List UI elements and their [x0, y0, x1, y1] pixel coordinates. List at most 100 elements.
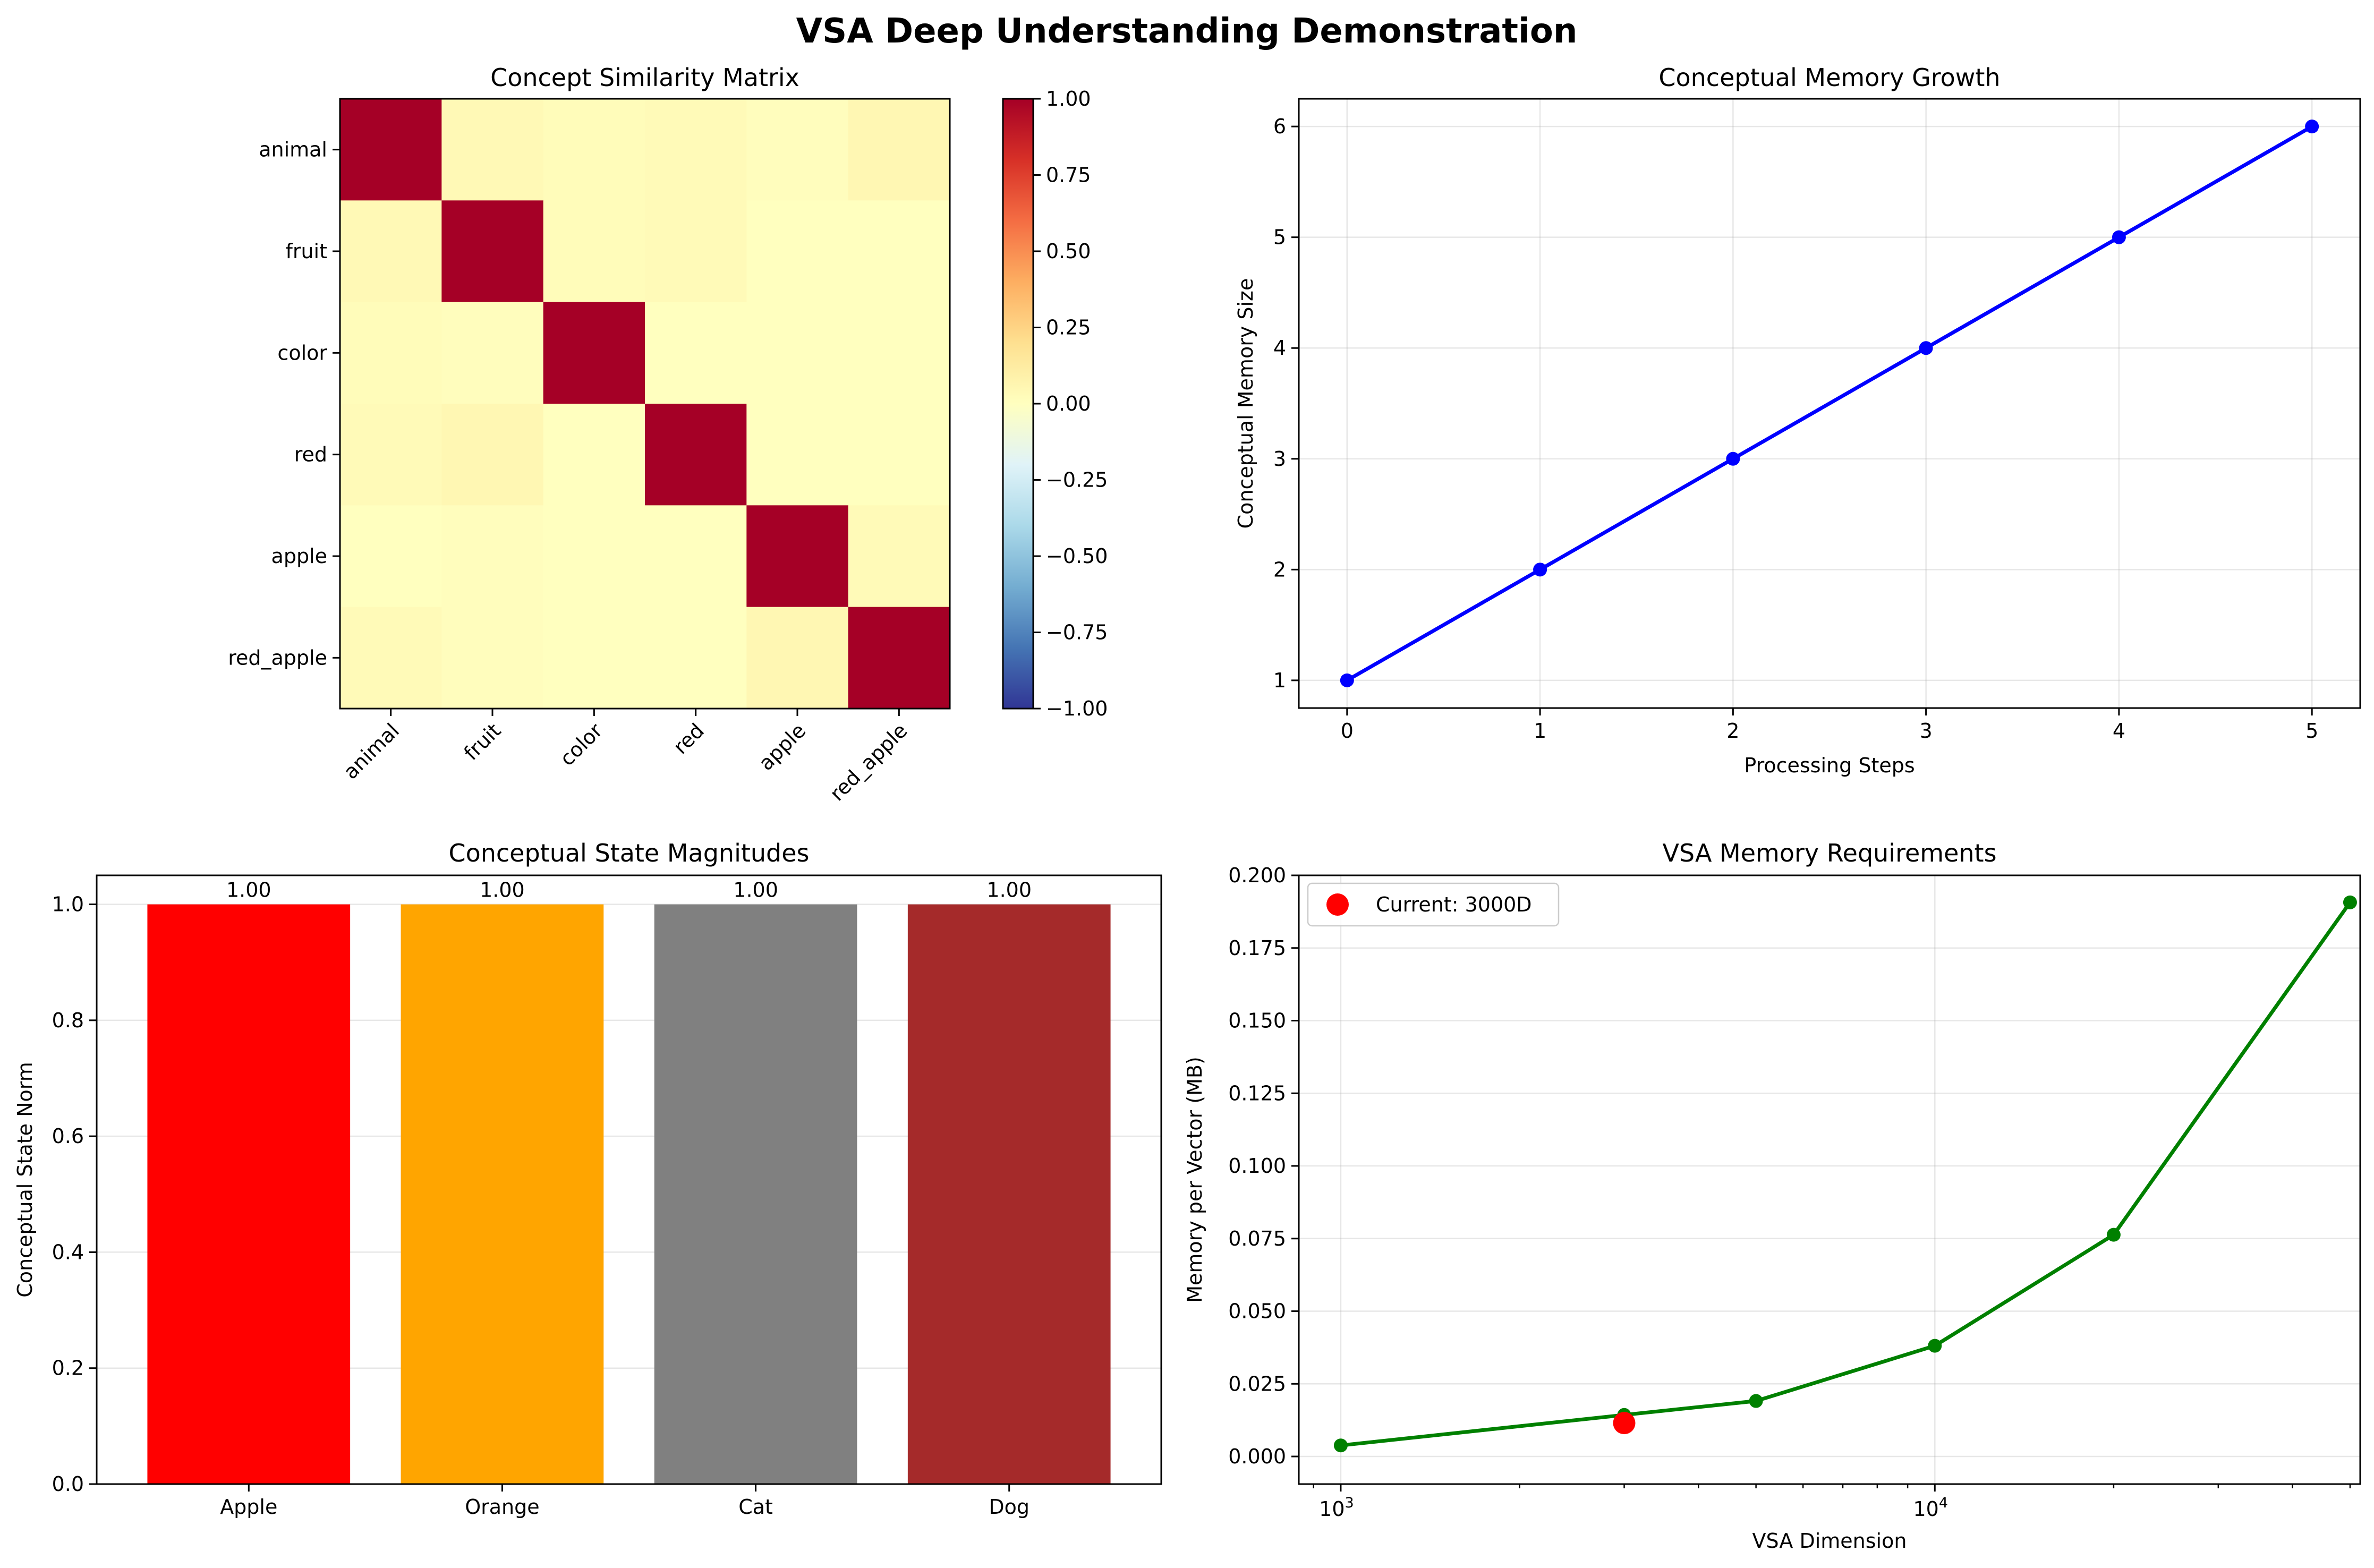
x-tick-label: Orange	[465, 1495, 539, 1519]
colorbar-tick-label: 0.00	[1046, 392, 1091, 415]
heatmap-cell	[645, 404, 747, 506]
plot-frame	[339, 98, 951, 710]
heatmap-cell	[848, 505, 950, 608]
heatmap-cell	[543, 99, 645, 201]
y-tick-label: 0.4	[52, 1240, 84, 1264]
x-tick-label: 0	[1341, 719, 1354, 743]
x-tick-label: 103	[1319, 1495, 1354, 1521]
y-tick-label: 3	[1273, 447, 1286, 471]
x-tick-label: 104	[1913, 1495, 1948, 1521]
heatmap-cell	[848, 302, 950, 404]
x-tick-label: apple	[754, 719, 811, 775]
heatmap-cell	[340, 404, 442, 506]
y-axis-label: Conceptual State Norm	[13, 1062, 37, 1297]
y-axis-label: Conceptual Memory Size	[1234, 278, 1257, 529]
heatmap-cell	[340, 302, 442, 404]
heatmap-cell	[848, 99, 950, 201]
chart-title: Concept Similarity Matrix	[490, 63, 799, 92]
x-tick-label: animal	[339, 719, 404, 783]
x-tick-label: Dog	[989, 1495, 1029, 1519]
y-tick-label: 0.8	[52, 1009, 84, 1032]
y-tick-label: 0.200	[1228, 864, 1286, 887]
y-tick-label: apple	[271, 544, 327, 568]
plot-frame	[1298, 874, 2361, 1485]
heatmap-cell	[441, 302, 544, 404]
y-tick-label: 4	[1273, 336, 1286, 360]
x-tick-label: 3	[1920, 719, 1933, 743]
y-tick-label: red_apple	[228, 646, 327, 669]
state-magnitudes-panel: Conceptual State Magnitudes1.00Apple1.00…	[13, 839, 1162, 1519]
heatmap-cell	[340, 99, 442, 201]
heatmap-cell	[441, 99, 544, 201]
heatmap-cell	[645, 607, 747, 709]
x-tick-label: 4	[2113, 719, 2125, 743]
colorbar-tick-label: −0.25	[1046, 468, 1108, 492]
y-tick-label: 0.125	[1228, 1081, 1286, 1105]
data-point	[2343, 895, 2357, 909]
y-tick-label: 0.050	[1228, 1300, 1286, 1323]
colorbar-tick-label: −0.75	[1046, 621, 1108, 644]
y-tick-label: fruit	[285, 240, 327, 263]
data-label: 1.00	[986, 879, 1032, 902]
data-point	[1928, 1339, 1942, 1353]
data-point	[1333, 1438, 1348, 1453]
y-tick-label: 0.000	[1228, 1445, 1286, 1468]
data-point	[1919, 341, 1933, 355]
x-tick-label: fruit	[460, 719, 506, 765]
x-axis-label: VSA Dimension	[1752, 1529, 1907, 1553]
y-tick-label: 2	[1273, 558, 1286, 581]
series-line	[1346, 125, 2313, 682]
y-tick-label: 1.0	[52, 893, 84, 916]
bar	[147, 904, 351, 1484]
heatmap-cell	[746, 99, 849, 201]
series-line	[1340, 901, 2352, 1447]
y-tick-label: 0.6	[52, 1124, 84, 1148]
y-tick-label: red	[294, 443, 327, 466]
y-tick-label: 0.025	[1228, 1372, 1286, 1395]
highlight-point	[1613, 1412, 1636, 1435]
heatmap-cell	[746, 200, 849, 303]
memory-growth-panel: Conceptual Memory Growth 0 1 2 3 4 5 1 2 3 4 5 6 Proc…	[1234, 63, 2361, 777]
x-tick-label: Apple	[220, 1495, 277, 1519]
heatmap-cell	[441, 404, 544, 506]
x-tick-label: 2	[1726, 719, 1739, 743]
x-tick-label: color	[555, 719, 607, 771]
legend-frame	[1307, 882, 1560, 927]
data-point	[2305, 120, 2319, 134]
colorbar-tick-label: 0.25	[1046, 316, 1091, 339]
heatmap-cell	[746, 607, 849, 709]
y-tick-label: animal	[259, 138, 327, 161]
data-point	[1749, 1394, 1763, 1408]
y-tick-label: 0.075	[1228, 1227, 1286, 1250]
y-tick-label: 5	[1273, 226, 1286, 249]
y-tick-label: 1	[1273, 669, 1286, 692]
y-tick-label: 6	[1273, 115, 1286, 138]
data-point	[1340, 673, 1354, 687]
heatmap-cell	[441, 607, 544, 709]
heatmap-cell	[746, 505, 849, 608]
heatmap-cell	[645, 505, 747, 608]
heatmap-cell	[645, 99, 747, 201]
colorbar-tick-label: −0.50	[1046, 544, 1108, 568]
legend-label: Current: 3000D	[1376, 893, 1532, 916]
heatmap-cell	[441, 200, 544, 303]
colorbar-tick-label: 1.00	[1046, 87, 1091, 110]
heatmap-cell	[340, 607, 442, 709]
heatmap-cell	[746, 404, 849, 506]
heatmap-cell	[543, 505, 645, 608]
heatmap-cell	[340, 505, 442, 608]
y-tick-label: 0.150	[1228, 1009, 1286, 1033]
x-tick-label: red_apple	[826, 719, 912, 805]
x-tick-label: 1	[1534, 719, 1546, 743]
data-point	[2112, 230, 2126, 244]
bar	[401, 904, 604, 1484]
colorbar-tick-label: 0.50	[1046, 240, 1091, 263]
x-tick-label: red	[669, 719, 709, 759]
legend: Current: 3000D	[1307, 882, 1560, 927]
x-tick-label: Cat	[738, 1495, 773, 1519]
colorbar	[1002, 98, 1034, 710]
heatmap-cell	[645, 302, 747, 404]
x-tick-label: 5	[2305, 719, 2318, 743]
heatmap-cell	[543, 200, 645, 303]
bar	[654, 904, 857, 1484]
